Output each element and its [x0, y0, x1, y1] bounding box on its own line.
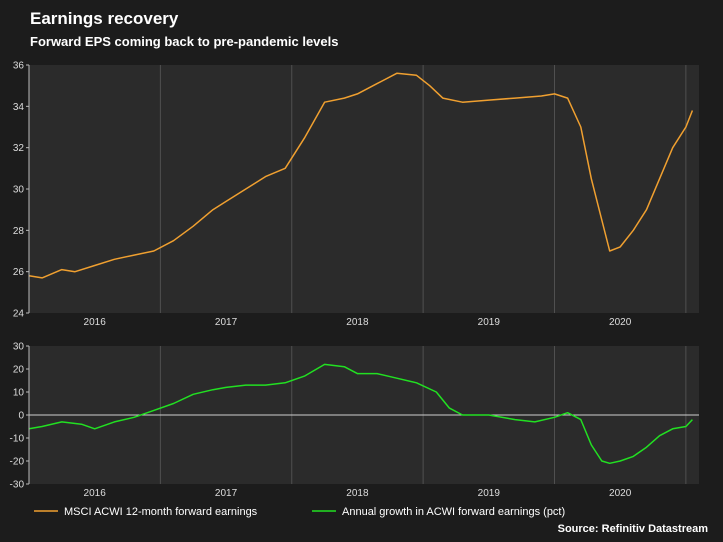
legend: MSCI ACWI 12-month forward earnings Annu… — [34, 506, 565, 518]
x-tick-label: 2019 — [478, 488, 501, 499]
y-tick-label: 28 — [13, 226, 25, 237]
x-tick-label: 2018 — [346, 317, 369, 328]
y-tick-label: 10 — [13, 388, 25, 399]
x-tick-label: 2016 — [84, 317, 107, 328]
y-tick-label: 30 — [13, 185, 25, 196]
x-tick-label: 2017 — [215, 488, 238, 499]
legend-label-growth: Annual growth in ACWI forward earnings (… — [342, 506, 565, 518]
legend-label-eps: MSCI ACWI 12-month forward earnings — [64, 506, 258, 518]
plot-area — [29, 65, 699, 313]
y-tick-label: 34 — [13, 102, 25, 113]
chart-subtitle: Forward EPS coming back to pre-pandemic … — [30, 34, 338, 49]
growth-panel: -30 -20 -10 0 10 20 30 2016 2017 2018 2019 2020 — [10, 342, 699, 499]
x-tick-label: 2019 — [478, 317, 501, 328]
x-tick-label: 2020 — [609, 317, 632, 328]
y-tick-label: 30 — [13, 342, 25, 353]
source-note: Source: Refinitiv Datastream — [558, 523, 709, 535]
y-tick-label: 26 — [13, 267, 25, 278]
y-tick-label: 20 — [13, 365, 25, 376]
series-line — [28, 363, 693, 465]
y-tick-label: -30 — [10, 480, 25, 491]
y-tick-label: -20 — [10, 457, 25, 468]
x-tick-label: 2017 — [215, 317, 238, 328]
y-tick-label: 24 — [13, 309, 25, 320]
y-tick-label: 36 — [13, 61, 25, 72]
x-tick-label: 2016 — [84, 488, 107, 499]
y-tick-label: -10 — [10, 434, 25, 445]
eps-panel: 24 26 28 30 32 34 36 2016 2017 2018 2019 2020 — [13, 61, 699, 328]
x-tick-label: 2018 — [346, 488, 369, 499]
series-line — [28, 72, 694, 279]
x-tick-label: 2020 — [609, 488, 632, 499]
y-tick-label: 0 — [18, 411, 24, 422]
y-tick-label: 32 — [13, 143, 25, 154]
chart-title: Earnings recovery — [30, 9, 179, 28]
